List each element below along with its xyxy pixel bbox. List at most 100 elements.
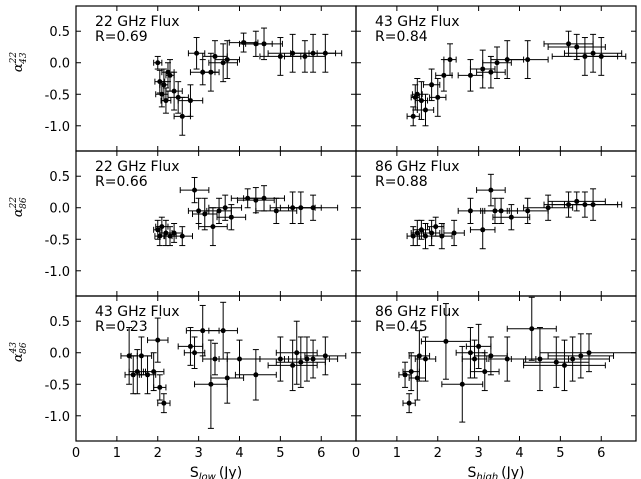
data-point — [488, 69, 494, 75]
data-point — [590, 202, 596, 208]
row-0-ylabel: α2243 — [9, 52, 29, 73]
data-point — [237, 356, 243, 362]
data-point — [435, 94, 441, 100]
data-point — [208, 69, 214, 75]
data-point — [498, 208, 504, 214]
svg-text:α2286: α2286 — [9, 197, 29, 218]
row-2-ylabel: α4386 — [9, 342, 29, 363]
data-point — [310, 205, 316, 211]
data-point — [134, 369, 140, 375]
data-point — [179, 233, 185, 239]
y-tick-label: 0.5 — [49, 25, 70, 40]
data-point — [155, 337, 161, 343]
y-tick-label: -1.0 — [45, 120, 70, 135]
data-point — [422, 233, 428, 239]
data-point — [192, 187, 198, 193]
data-point — [441, 72, 447, 78]
y-tick-label: 0.5 — [49, 170, 70, 185]
data-point — [476, 343, 482, 349]
x-tick-label: 1 — [113, 446, 121, 461]
data-point — [310, 356, 316, 362]
data-point — [525, 57, 531, 63]
data-point — [294, 350, 300, 356]
data-point — [443, 338, 449, 344]
panel-5-frame — [355, 295, 637, 442]
data-point — [155, 60, 161, 66]
data-point — [187, 98, 193, 104]
panel-5-r-label: R=0.45 — [375, 319, 428, 335]
data-point — [480, 227, 486, 233]
data-point — [145, 372, 151, 378]
data-point — [273, 208, 279, 214]
data-point — [224, 375, 230, 381]
data-point — [171, 230, 177, 236]
x-tick-label: 2 — [154, 446, 162, 461]
data-point — [429, 82, 435, 88]
y-tick-label: -1.0 — [45, 410, 70, 425]
panel-0-r-label: R=0.69 — [95, 29, 148, 45]
panel-1-points — [406, 30, 627, 127]
panel-0-points — [153, 27, 343, 136]
data-point — [414, 230, 420, 236]
data-point — [322, 50, 328, 56]
data-point — [566, 41, 572, 47]
x-tick-label: 4 — [235, 446, 243, 461]
data-point — [261, 41, 267, 47]
data-point — [529, 326, 535, 332]
panel-5: 0 1 2 3 4 5 6 — [352, 295, 637, 461]
data-point — [525, 208, 531, 214]
data-point — [194, 50, 200, 56]
data-point — [171, 88, 177, 94]
x-tick-label: 3 — [474, 446, 482, 461]
panel-2: 0.5 0.0 -0.5 -1.0 — [45, 150, 357, 297]
data-point — [216, 208, 222, 214]
data-point — [451, 230, 457, 236]
data-point — [416, 353, 422, 359]
panel-3-r-label: R=0.88 — [375, 174, 428, 190]
x-tick-label: 4 — [515, 446, 523, 461]
data-point — [222, 205, 228, 211]
data-point — [480, 66, 486, 72]
data-point — [570, 356, 576, 362]
data-point — [159, 224, 165, 230]
data-point — [402, 372, 408, 378]
data-point — [447, 57, 453, 63]
data-point — [414, 91, 420, 97]
data-point — [574, 198, 580, 204]
data-point — [433, 224, 439, 230]
data-point — [175, 94, 181, 100]
data-point — [208, 381, 214, 387]
y-tick-label: -0.5 — [45, 378, 70, 393]
x-tick-label: 0 — [352, 446, 360, 461]
panel-1-r-label: R=0.84 — [375, 29, 428, 45]
x-tick-label: 6 — [597, 446, 605, 461]
data-point — [586, 350, 592, 356]
data-point — [202, 211, 208, 217]
data-point — [408, 369, 414, 375]
data-point — [553, 359, 559, 365]
data-point — [157, 384, 163, 390]
panel-4-r-label: R=0.23 — [95, 319, 148, 335]
data-point — [261, 195, 267, 201]
data-point — [130, 372, 136, 378]
x-tick-label: 0 — [72, 446, 80, 461]
data-point — [504, 356, 510, 362]
data-point — [418, 227, 424, 233]
data-point — [167, 72, 173, 78]
data-point — [406, 400, 412, 406]
svg-text:α4386: α4386 — [9, 342, 29, 363]
panel-0-flux-label: 22 GHz Flux — [95, 14, 180, 30]
data-point — [224, 57, 230, 63]
data-point — [167, 233, 173, 239]
data-point — [220, 60, 226, 66]
data-point — [482, 369, 488, 375]
y-tick-label: 0.0 — [49, 202, 70, 217]
y-tick-label: -1.0 — [45, 265, 70, 280]
data-point — [410, 233, 416, 239]
panel-2-flux-label: 22 GHz Flux — [95, 159, 180, 175]
data-point — [508, 214, 514, 220]
data-point — [545, 205, 551, 211]
data-point — [439, 233, 445, 239]
data-point — [200, 328, 206, 334]
data-point — [187, 343, 193, 349]
